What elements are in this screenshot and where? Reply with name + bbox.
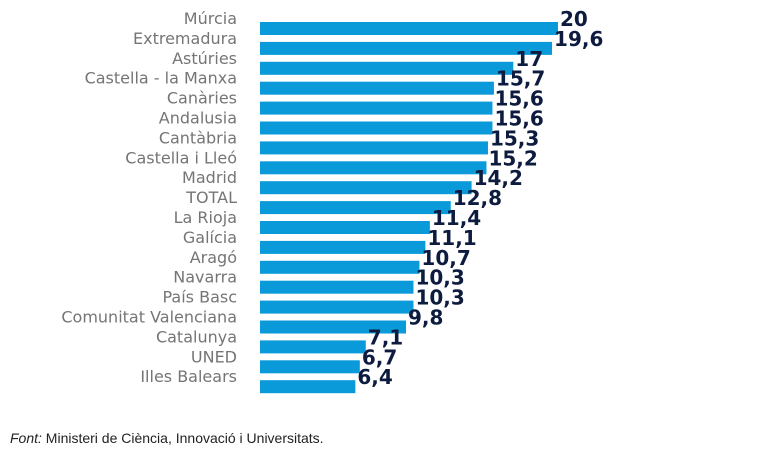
value-label-extremadura: 19,6: [554, 27, 603, 51]
bar-andalusia: [260, 121, 493, 135]
bar-row-madrid: Madrid 14,2: [182, 166, 523, 195]
source-prefix: Font:: [10, 430, 42, 446]
bar-navarra: [260, 280, 414, 294]
bar-uned: [260, 360, 360, 374]
bar-asturies: [260, 61, 514, 75]
bar-row-andalusia: Andalusia 15,6: [159, 107, 544, 135]
category-label-arago: Aragó: [190, 248, 237, 267]
category-label-la-rioja: La Rioja: [174, 208, 237, 227]
value-label-murcia: 20: [560, 7, 588, 31]
bar-row-illes-balears: Illes Balears 6,4: [140, 365, 393, 394]
bar-arago: [260, 260, 420, 274]
category-label-murcia: Múrcia: [184, 9, 237, 28]
value-label-total: 12,8: [453, 186, 502, 210]
category-label-extremadura: Extremadura: [133, 29, 237, 48]
bar-row-asturies: Astúries 17: [172, 47, 543, 75]
value-label-cantabria: 15,3: [490, 126, 539, 150]
bar-row-castella-i-lleo: Castella i Lleó 15,2: [125, 146, 538, 175]
category-label-total: TOTAL: [185, 188, 237, 207]
category-label-catalunya: Catalunya: [156, 327, 237, 346]
bar-row-total: TOTAL 12,8: [185, 186, 502, 215]
category-label-pais-basc: País Basc: [162, 288, 237, 307]
value-label-comunitat-valenciana: 9,8: [408, 306, 443, 330]
bar-pais-basc: [260, 300, 414, 314]
category-label-galicia: Galícia: [183, 228, 237, 247]
category-label-andalusia: Andalusia: [159, 109, 237, 128]
category-label-castella-la-manxa: Castella - la Manxa: [85, 69, 237, 88]
bar-row-uned: UNED 6,7: [191, 345, 397, 374]
value-label-pais-basc: 10,3: [415, 286, 464, 310]
bar-row-catalunya: Catalunya 7,1: [156, 325, 403, 354]
bar-madrid: [260, 181, 472, 195]
bar-row-castella-la-manxa: Castella - la Manxa 15,7: [85, 67, 545, 95]
bar-illes-balears: [260, 380, 356, 394]
bar-castella-la-manxa: [260, 81, 494, 95]
value-label-galicia: 11,1: [427, 226, 476, 250]
value-label-canaries: 15,6: [494, 87, 543, 111]
bar-row-pais-basc: País Basc 10,3: [162, 286, 465, 314]
bar-murcia: [260, 22, 558, 35]
bar-row-arago: Aragó 10,7: [190, 246, 471, 274]
category-label-castella-i-lleo: Castella i Lleó: [125, 148, 237, 167]
value-label-castella-i-lleo: 15,2: [488, 146, 537, 170]
category-label-cantabria: Cantàbria: [159, 128, 237, 147]
category-label-illes-balears: Illes Balears: [140, 367, 237, 386]
bar-row-la-rioja: La Rioja 11,4: [174, 206, 481, 234]
bar-row-canaries: Canàries 15,6: [167, 87, 544, 115]
bar-catalunya: [260, 340, 366, 354]
bar-row-galicia: Galícia 11,1: [183, 226, 477, 254]
bar-total: [260, 201, 451, 215]
bar-row-comunitat-valenciana: Comunitat Valenciana 9,8: [61, 306, 443, 334]
value-label-navarra: 10,3: [415, 266, 464, 290]
bar-row-extremadura: Extremadura 19,6: [133, 27, 603, 55]
value-label-andalusia: 15,6: [494, 107, 543, 131]
category-label-comunitat-valenciana: Comunitat Valenciana: [61, 308, 237, 327]
bar-la-rioja: [260, 221, 430, 234]
bar-canaries: [260, 101, 493, 115]
category-label-uned: UNED: [191, 347, 237, 366]
bar-castella-i-lleo: [260, 161, 487, 175]
category-label-canaries: Canàries: [167, 89, 237, 108]
value-label-castella-la-manxa: 15,7: [496, 67, 545, 91]
bar-row-navarra: Navarra 10,3: [173, 266, 465, 294]
bar-extremadura: [260, 41, 553, 55]
source-note: Font: Ministeri de Ciència, Innovació i …: [10, 430, 324, 446]
category-label-madrid: Madrid: [182, 168, 237, 187]
value-label-uned: 6,7: [362, 345, 397, 369]
bar-cantabria: [260, 141, 488, 155]
value-label-illes-balears: 6,4: [357, 365, 392, 389]
bar-comunitat-valenciana: [260, 320, 407, 334]
category-label-asturies: Astúries: [172, 49, 237, 68]
value-label-la-rioja: 11,4: [432, 206, 481, 230]
bar-row-murcia: Múrcia 20: [184, 7, 588, 35]
bar-row-cantabria: Cantàbria 15,3: [159, 126, 539, 155]
category-label-navarra: Navarra: [173, 268, 237, 287]
value-label-asturies: 17: [515, 47, 543, 71]
source-text: Ministeri de Ciència, Innovació i Univer…: [41, 430, 324, 446]
value-label-madrid: 14,2: [474, 166, 523, 190]
bar-galicia: [260, 240, 426, 254]
value-label-catalunya: 7,1: [368, 325, 403, 349]
value-label-arago: 10,7: [421, 246, 470, 270]
